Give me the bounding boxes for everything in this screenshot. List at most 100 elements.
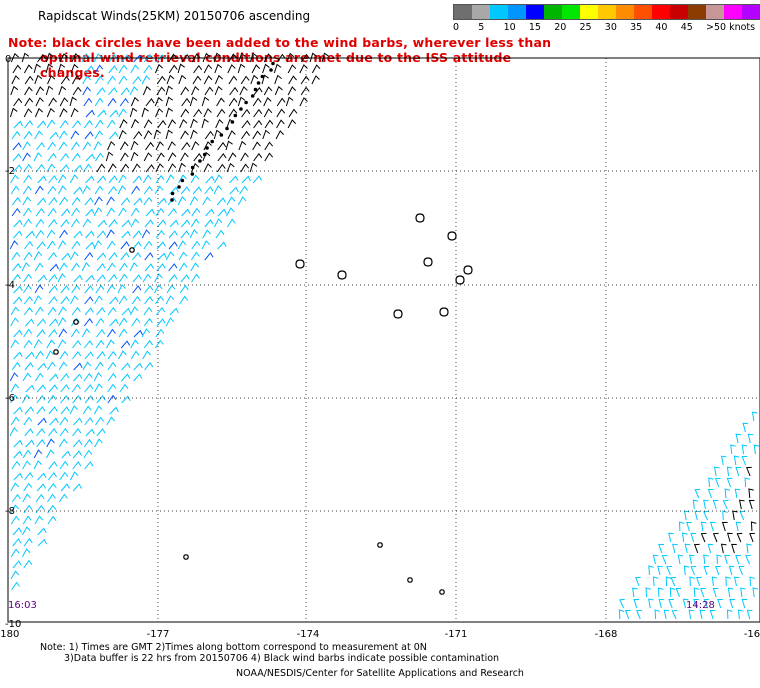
wind-barb [96,252,107,261]
wind-barb [205,208,215,217]
wind-barbs [9,52,760,620]
wind-barb [237,63,246,74]
wind-barb [22,449,32,459]
wind-barb [10,515,20,525]
wind-barb [735,554,741,565]
legend-swatch [472,5,490,19]
wind-barb [22,196,32,206]
wind-barb [738,499,745,510]
wind-barb [57,273,66,283]
wind-barb [178,174,187,184]
wind-barb [690,565,697,576]
wind-barb [36,318,47,327]
wind-barb [131,185,140,195]
wind-barb [165,96,174,107]
wind-barb [156,241,166,250]
wind-barb [734,488,741,499]
wind-barb [733,576,740,587]
wind-barb [121,219,131,228]
wind-barb [13,97,23,107]
wind-barb [154,273,163,283]
legend-label: 25 [579,22,592,33]
wind-barb [72,86,82,96]
wind-barb [726,532,733,543]
wind-barb [669,587,676,598]
wind-barb [722,499,729,510]
wind-barb [726,477,733,488]
island-outline [73,319,79,325]
wind-barb [108,54,118,63]
legend-label: 45 [680,22,693,33]
wind-barb [141,107,149,118]
wind-barb [35,350,44,360]
island-outline [407,577,413,583]
wind-barb [726,466,733,477]
wind-barb [251,64,261,74]
wind-barb [34,515,44,525]
wind-barb [81,185,91,195]
wind-barb [34,372,44,382]
wind-barb [107,361,117,371]
wind-barb [252,97,262,107]
wind-barb [155,163,164,173]
wind-barb [46,119,56,129]
wind-barb [13,285,23,294]
wind-barb [276,119,285,129]
wind-barb [133,54,143,63]
wind-barb [215,119,224,129]
contamination-marker [170,191,175,196]
wind-barb [190,262,200,272]
wind-barb [60,219,70,228]
island-outline [423,257,433,267]
wind-barb [177,240,187,250]
wind-barb [253,152,263,162]
wind-barb [85,175,95,184]
wind-barb [37,362,47,371]
wind-barb [133,130,143,140]
wind-barb [11,251,21,261]
wind-barb [130,218,140,228]
wind-barb [33,152,43,162]
wind-barb [59,196,68,206]
wind-barb [229,186,239,195]
wind-barb [33,449,43,459]
wind-barb [23,306,33,316]
wind-barb [156,263,166,272]
wind-barb [753,444,760,455]
contamination-marker [205,146,209,150]
wind-barb [132,163,141,173]
wind-barb [213,129,222,140]
wind-barb [37,538,47,547]
wind-barb [671,609,678,620]
legend-swatch [670,5,688,19]
wind-barb [744,477,751,488]
wind-barb [72,350,82,360]
wind-barb [181,141,191,151]
wind-barb [216,97,225,107]
wind-barb [700,521,707,532]
island-outline [129,247,135,253]
wind-barb [21,394,31,404]
wind-barb [48,329,58,338]
wind-barb [58,438,68,448]
wind-barb [93,141,102,151]
wind-barb [156,318,166,327]
wind-barb [22,207,32,217]
wind-barb [94,383,103,393]
wind-barb [203,163,212,173]
wind-barb [694,510,701,521]
wind-barb [107,185,117,195]
wind-barb [724,554,730,565]
wind-barb [117,185,127,195]
wind-barb [10,185,20,195]
wind-barb [93,53,103,63]
wind-barb [47,306,57,316]
legend-labels: 0 5 10 15 20 25 30 35 40 45 >50 knots [453,20,760,34]
wind-barb [107,328,116,338]
wind-barb [179,118,188,129]
wind-barb [46,240,56,250]
wind-barb [709,609,716,620]
wind-barb [191,240,201,250]
wind-barb [276,108,286,118]
wind-barb [675,587,682,598]
